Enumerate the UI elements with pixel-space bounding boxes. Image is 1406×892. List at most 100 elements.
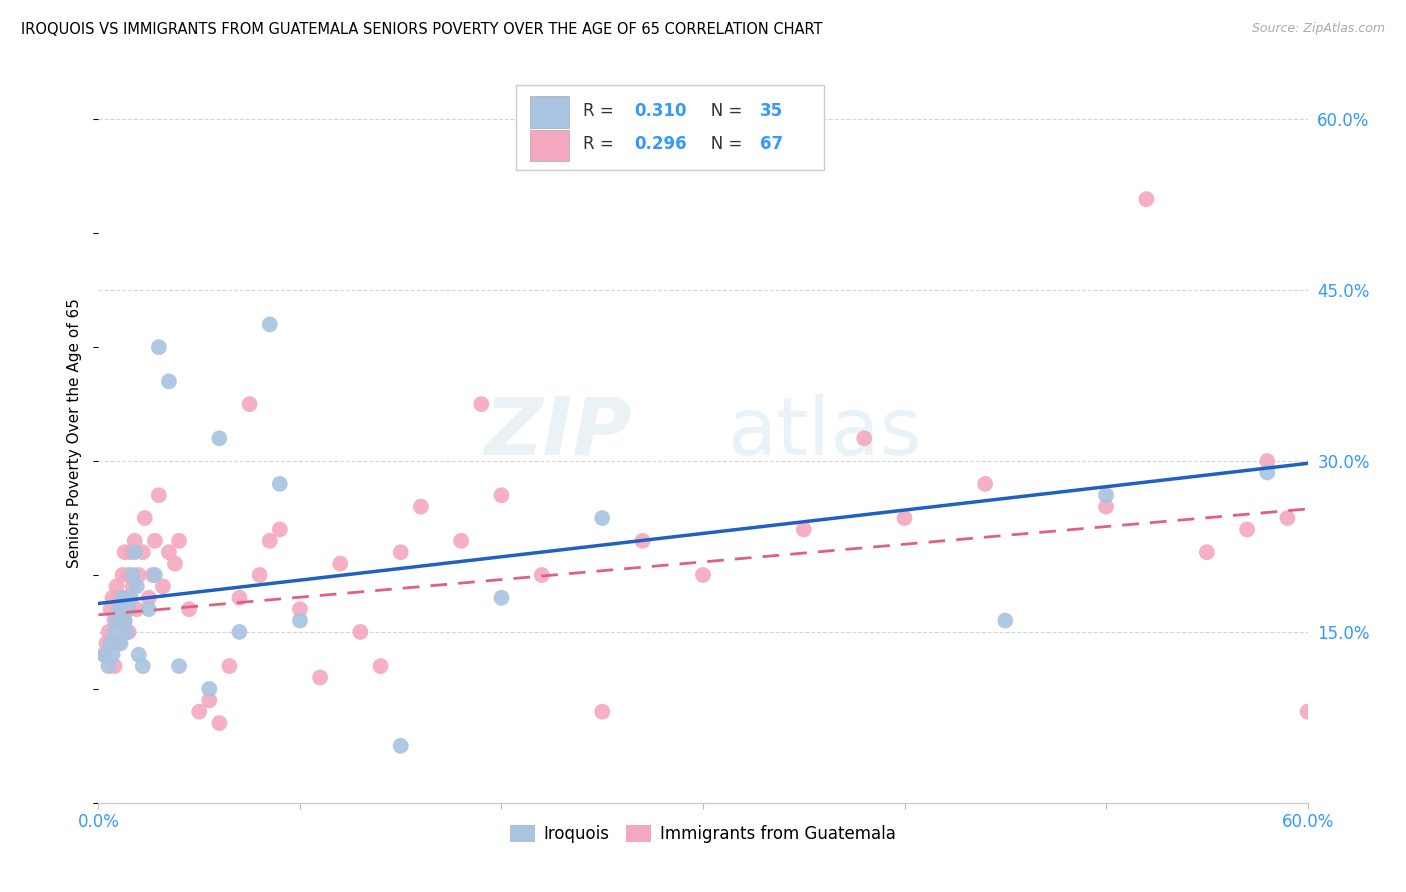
Point [269,476,291,491]
Point [1095,500,1118,514]
Point [450,533,472,548]
Point [974,476,997,491]
Point [124,533,146,548]
Point [120,591,142,605]
Point [103,624,125,639]
Y-axis label: Seniors Poverty Over the Age of 65: Seniors Poverty Over the Age of 65 [67,298,83,567]
Point [138,602,160,616]
Point [120,545,142,559]
Point [97,624,120,639]
Point [132,545,155,559]
Point [389,739,412,753]
Text: Source: ZipAtlas.com: Source: ZipAtlas.com [1251,22,1385,36]
Point [115,591,138,605]
Point [132,659,155,673]
Point [1256,454,1278,468]
Text: 35: 35 [759,102,783,120]
Point [530,568,553,582]
Point [893,511,915,525]
Point [1277,511,1299,525]
Point [179,602,201,616]
Point [208,716,231,731]
Point [239,397,262,411]
Point [157,375,180,389]
Point [1135,192,1157,206]
Point [409,500,432,514]
Text: IROQUOIS VS IMMIGRANTS FROM GUATEMALA SENIORS POVERTY OVER THE AGE OF 65 CORRELA: IROQUOIS VS IMMIGRANTS FROM GUATEMALA SE… [21,22,823,37]
Point [198,693,221,707]
Point [96,636,118,650]
Point [259,533,281,548]
Point [107,602,129,616]
Point [100,636,122,650]
Point [692,568,714,582]
Point [148,340,170,354]
Point [138,591,160,605]
Point [142,568,165,582]
FancyBboxPatch shape [530,130,569,161]
Legend: Iroquois, Immigrants from Guatemala: Iroquois, Immigrants from Guatemala [503,819,903,850]
Point [259,318,281,332]
Point [111,568,134,582]
Text: atlas: atlas [727,393,921,472]
Point [269,523,291,537]
Point [100,602,122,616]
Point [110,636,132,650]
Point [329,557,352,571]
Point [228,591,250,605]
Point [128,568,150,582]
Point [121,568,143,582]
Point [125,579,148,593]
Text: 0.310: 0.310 [634,102,686,120]
Point [93,648,115,662]
Text: 0.296: 0.296 [634,135,686,153]
Point [349,624,371,639]
Point [1095,488,1118,502]
Point [101,591,124,605]
Point [125,602,148,616]
Point [97,659,120,673]
Text: ZIP: ZIP [484,393,631,472]
Text: R =: R = [583,102,619,120]
Text: N =: N = [695,102,747,120]
Point [167,533,190,548]
Point [110,602,132,616]
Point [208,431,231,445]
Point [114,614,136,628]
Point [793,523,815,537]
Point [111,591,134,605]
Point [107,591,129,605]
Point [228,624,250,639]
Point [591,511,613,525]
FancyBboxPatch shape [530,96,569,128]
Point [143,533,166,548]
Point [309,671,332,685]
Point [103,659,125,673]
Point [143,568,166,582]
Point [114,614,136,628]
Point [1296,705,1319,719]
Point [101,648,124,662]
Point [118,568,141,582]
Point [288,614,311,628]
Point [157,545,180,559]
Point [1195,545,1218,559]
Point [124,545,146,559]
FancyBboxPatch shape [516,85,824,169]
Text: 67: 67 [759,135,783,153]
Point [1236,523,1258,537]
Point [218,659,240,673]
Point [631,533,654,548]
Point [1256,466,1278,480]
Point [198,681,221,696]
Point [994,614,1017,628]
Point [103,614,125,628]
Point [107,636,129,650]
Point [167,659,190,673]
Point [114,545,136,559]
Point [370,659,392,673]
Point [389,545,412,559]
Text: N =: N = [695,135,747,153]
Point [121,579,143,593]
Point [491,591,513,605]
